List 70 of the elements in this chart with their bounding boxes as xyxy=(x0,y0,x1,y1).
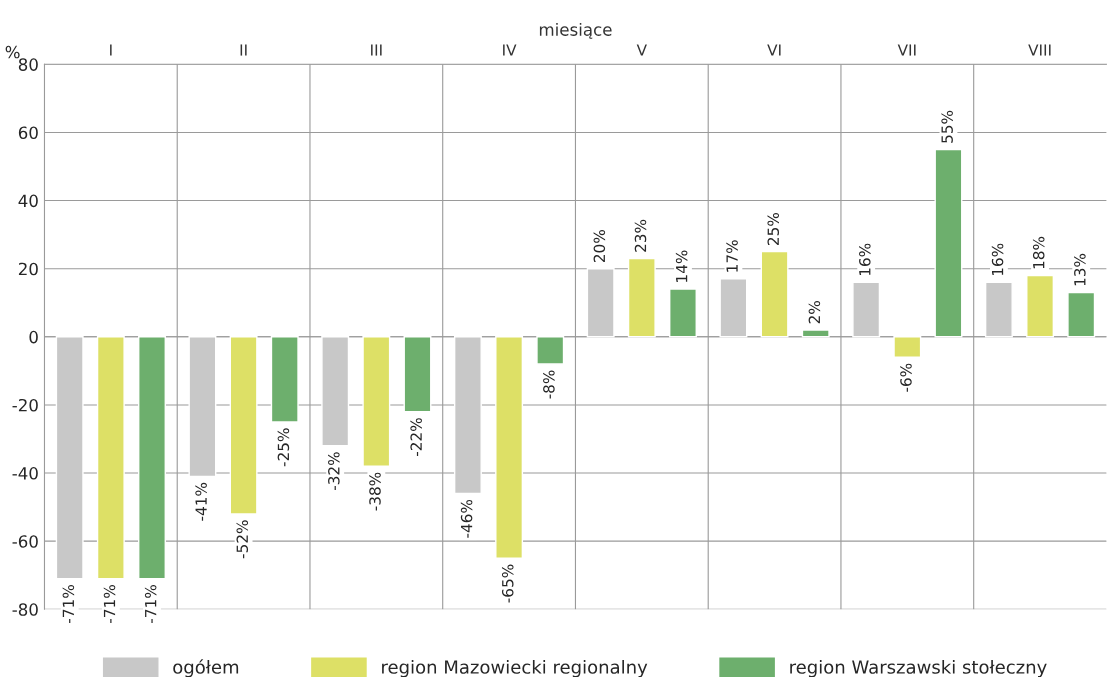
bar xyxy=(1026,274,1055,338)
data-label: 14% xyxy=(675,250,688,282)
bar xyxy=(362,336,391,467)
data-label: -52% xyxy=(236,520,249,559)
x-tick-label: V xyxy=(636,44,647,56)
data-label: -65% xyxy=(501,564,514,603)
data-label: 16% xyxy=(991,243,1004,276)
bar xyxy=(403,336,432,413)
data-label: -25% xyxy=(277,428,290,467)
x-tick-label: VIII xyxy=(1028,44,1051,56)
y-tick-label: 80 xyxy=(18,58,38,71)
y-tick-label: -60 xyxy=(12,535,38,548)
bar xyxy=(984,281,1013,338)
bar xyxy=(852,281,881,338)
legend-label: region Warszawski stołeczny xyxy=(790,659,1047,677)
y-axis-title: % xyxy=(5,45,20,59)
x-tick-label: III xyxy=(371,44,382,56)
data-label: 23% xyxy=(634,219,647,252)
data-label: -8% xyxy=(543,370,555,399)
y-tick-label: 60 xyxy=(18,126,38,140)
data-label: -41% xyxy=(195,482,207,521)
y-tick-label: -80 xyxy=(12,603,38,616)
bar xyxy=(229,336,258,515)
data-label: 25% xyxy=(767,212,780,245)
data-label: 2% xyxy=(808,301,821,324)
data-label: -22% xyxy=(410,418,422,457)
bar xyxy=(934,148,963,338)
y-tick-label: -40 xyxy=(12,467,38,480)
bar xyxy=(96,336,125,580)
data-label: -71% xyxy=(144,585,157,623)
data-label: 13% xyxy=(1074,253,1086,286)
data-label: -6% xyxy=(900,363,912,392)
data-label: -71% xyxy=(103,585,116,623)
y-tick-label: 0 xyxy=(29,330,38,344)
bar xyxy=(586,267,615,338)
bar xyxy=(270,336,299,423)
legend-label: region Mazowiecki regionalny xyxy=(382,659,648,677)
bar xyxy=(669,288,697,338)
data-label: 17% xyxy=(726,240,738,272)
data-label: 18% xyxy=(1032,236,1045,269)
bar xyxy=(719,278,748,338)
data-label: -32% xyxy=(328,452,340,491)
bar xyxy=(801,329,830,338)
x-tick-label: IV xyxy=(503,44,517,56)
bar xyxy=(188,336,217,478)
x-tick-label: VI xyxy=(767,44,781,56)
bar xyxy=(536,336,565,365)
data-label: -71% xyxy=(62,585,75,623)
data-label: 55% xyxy=(941,110,953,143)
data-label: -46% xyxy=(460,499,473,538)
bar xyxy=(893,336,922,358)
bar xyxy=(1067,291,1096,338)
bar xyxy=(138,336,166,580)
x-tick-label: II xyxy=(240,44,247,56)
bar xyxy=(760,250,789,338)
bar xyxy=(627,257,656,338)
bar xyxy=(55,336,84,580)
x-axis-title: miesiące xyxy=(539,22,612,39)
bar xyxy=(321,336,350,447)
y-tick-label: -20 xyxy=(12,398,38,412)
data-label: 20% xyxy=(593,230,606,263)
bar xyxy=(495,336,524,559)
bar xyxy=(453,336,482,495)
y-tick-label: 20 xyxy=(18,262,38,276)
x-tick-label: VII xyxy=(897,44,916,56)
data-label: -38% xyxy=(369,472,381,511)
data-label: 16% xyxy=(859,243,871,276)
y-tick-label: 40 xyxy=(18,194,38,208)
x-tick-label: I xyxy=(110,44,112,56)
legend-label: ogółem xyxy=(173,659,239,677)
